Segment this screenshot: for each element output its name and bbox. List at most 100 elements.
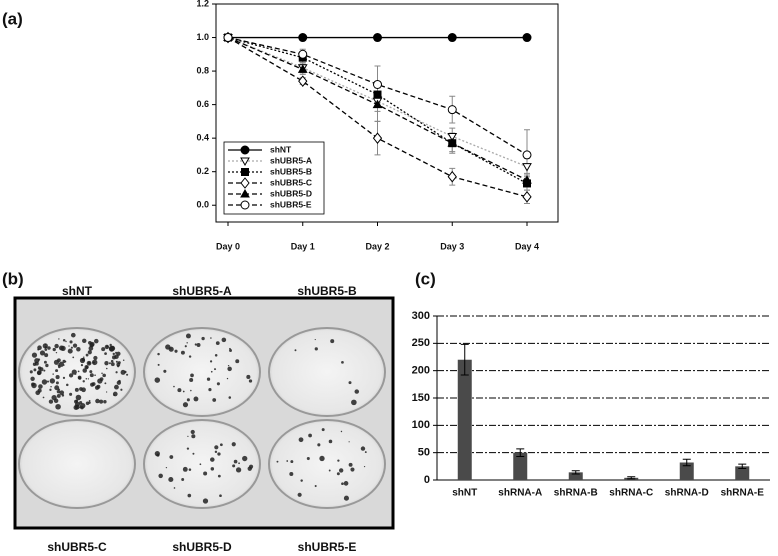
colony [77, 375, 82, 380]
colony [235, 467, 242, 473]
colony [317, 443, 321, 447]
colony [321, 428, 325, 432]
y-tick-label: 0 [424, 474, 430, 486]
x-tick-label: shNT [452, 488, 477, 499]
colony [215, 341, 220, 345]
colony [33, 368, 37, 372]
colony [217, 474, 221, 478]
colony [81, 387, 86, 393]
colony [52, 373, 54, 375]
colony [73, 404, 79, 410]
colony [80, 364, 84, 367]
colony [340, 430, 343, 433]
y-tick-label: 300 [412, 310, 430, 322]
legend-marker [240, 188, 250, 198]
colony [85, 377, 88, 380]
colony [106, 345, 109, 348]
colony [190, 429, 195, 435]
colony [58, 338, 60, 340]
colony [36, 370, 42, 376]
colony [199, 463, 202, 466]
colony [210, 457, 215, 462]
colony [341, 360, 344, 364]
colony [221, 337, 227, 343]
colony [232, 464, 236, 468]
colony [189, 378, 194, 383]
colony [118, 379, 121, 383]
colony [227, 366, 232, 372]
series-line [227, 36, 528, 156]
colony [31, 352, 38, 358]
x-tick-label: shRNA-D [665, 488, 709, 499]
colony [216, 382, 220, 386]
colony [206, 377, 211, 381]
colony [184, 345, 187, 348]
colony [55, 375, 60, 380]
colony [46, 380, 50, 383]
colony [116, 364, 120, 368]
colony [94, 338, 99, 344]
y-tick-label: 0.6 [196, 99, 209, 109]
colony [248, 464, 254, 469]
colony [182, 466, 188, 472]
panel-label: (b) [2, 269, 24, 288]
colony [214, 354, 218, 357]
colony [209, 360, 213, 363]
colony [194, 343, 197, 346]
well-label: shUBR5-C [47, 540, 107, 554]
colony [79, 402, 86, 409]
colony [298, 437, 304, 443]
colony [59, 390, 65, 396]
y-tick-label: 200 [412, 365, 430, 377]
colony [56, 393, 61, 398]
colony [74, 387, 79, 392]
colony [196, 343, 201, 347]
colony [210, 467, 215, 471]
colony [286, 460, 289, 462]
colony [89, 341, 95, 347]
colony [87, 378, 90, 380]
colony [56, 389, 61, 394]
colony [186, 447, 190, 450]
legend-label: shUBR5-A [270, 155, 312, 165]
colony [233, 459, 238, 464]
colony [188, 355, 192, 358]
legend-marker [240, 157, 250, 167]
colony [52, 347, 56, 352]
colony [61, 394, 65, 397]
colony [154, 451, 160, 457]
colony [101, 372, 103, 375]
colony [42, 396, 45, 399]
colony [41, 379, 48, 385]
colony [114, 354, 119, 359]
colony [108, 362, 111, 365]
bar [568, 472, 583, 480]
colony [54, 343, 59, 349]
colony [336, 472, 340, 476]
data-point [447, 33, 457, 43]
colony [235, 359, 240, 364]
colony [201, 336, 205, 341]
bar [513, 452, 528, 480]
colony [328, 469, 331, 472]
colony [328, 439, 333, 444]
colony [351, 399, 357, 406]
colony [91, 382, 96, 386]
x-tick-label: shRNA-C [609, 488, 653, 499]
y-tick-label: 150 [412, 392, 430, 404]
colony [97, 378, 103, 384]
colony [55, 403, 61, 410]
x-tick-label: Day 0 [216, 241, 240, 251]
data-point [522, 163, 532, 172]
colony [231, 442, 236, 447]
colony [210, 370, 213, 373]
colony [158, 473, 163, 479]
colony [363, 465, 366, 468]
colony [37, 345, 42, 351]
data-point [298, 33, 308, 43]
colony [37, 366, 42, 370]
colony [44, 348, 48, 351]
colony [300, 479, 303, 482]
colony [238, 462, 240, 465]
